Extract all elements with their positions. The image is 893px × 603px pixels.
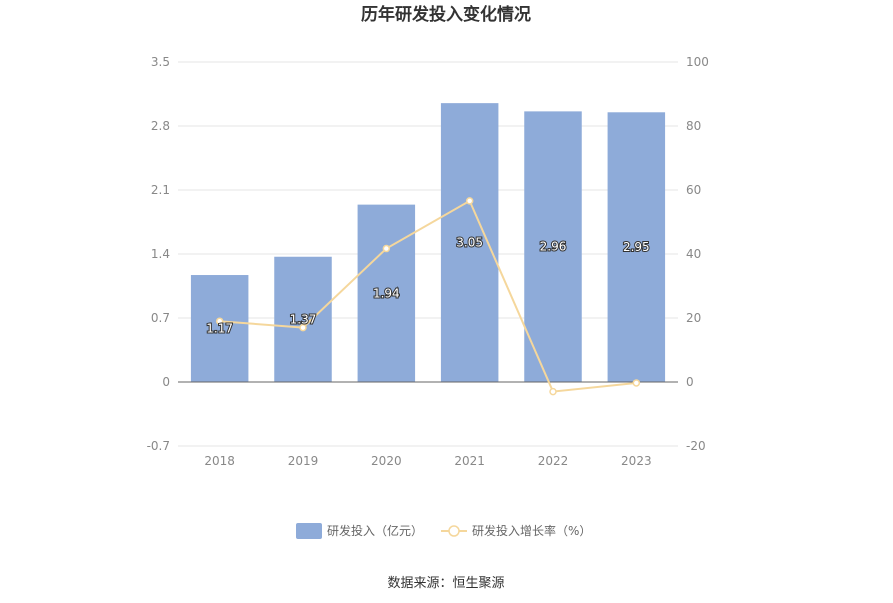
bar-value-label: 3.05 xyxy=(456,236,483,250)
left-axis-tick-label: 0.7 xyxy=(151,311,170,325)
bar-value-label: 1.94 xyxy=(373,286,400,300)
right-axis-tick-label: 40 xyxy=(686,247,701,261)
x-axis-tick-label: 2018 xyxy=(204,454,235,468)
x-axis-tick-label: 2019 xyxy=(288,454,319,468)
right-axis-tick-label: 20 xyxy=(686,311,701,325)
right-axis-tick-label: 80 xyxy=(686,119,701,133)
source-text: 数据来源：恒生聚源 xyxy=(387,576,504,591)
right-axis: -20 0 20 40 60 80 100 xyxy=(686,55,709,453)
bar-value-label: 2.96 xyxy=(540,240,567,254)
growth-line-point[interactable] xyxy=(299,323,307,332)
growth-line-point[interactable] xyxy=(215,317,224,325)
right-axis-tick-label: 0 xyxy=(686,375,694,389)
left-axis-tick-label: 3.5 xyxy=(151,55,170,69)
x-axis: 2018 2019 2020 2021 2022 2023 xyxy=(178,381,678,468)
growth-line-point[interactable] xyxy=(549,387,557,396)
left-axis-tick-label: -0.7 xyxy=(147,439,170,453)
left-axis: -0.7 0 0.7 1.4 2.1 2.8 3.5 xyxy=(147,55,170,453)
legend-line-marker xyxy=(448,525,460,537)
growth-line xyxy=(215,197,641,396)
growth-line-path xyxy=(219,199,637,393)
right-axis-tick-label: -20 xyxy=(686,439,706,453)
growth-line-point[interactable] xyxy=(632,379,641,387)
bar[interactable] xyxy=(524,111,582,382)
chart-title: 历年研发投入变化情况 xyxy=(361,4,531,25)
left-axis-tick-label: 0 xyxy=(162,375,170,389)
bars xyxy=(190,103,666,383)
bar-value-label: 1.37 xyxy=(290,312,317,326)
x-axis-tick-label: 2021 xyxy=(454,454,485,468)
left-axis-tick-label: 2.1 xyxy=(151,183,170,197)
legend-bar-label[interactable]: 研发投入（亿元） xyxy=(327,523,423,538)
legend-line-label[interactable]: 研发投入增长率（%） xyxy=(472,523,591,538)
bar[interactable] xyxy=(357,204,416,382)
x-axis-tick-label: 2023 xyxy=(621,454,652,468)
bar[interactable] xyxy=(190,275,249,382)
left-axis-tick-label: 2.8 xyxy=(151,119,170,133)
right-axis-tick-label: 60 xyxy=(686,183,701,197)
grid-lines xyxy=(178,61,678,447)
legend-bar-swatch[interactable] xyxy=(296,523,322,539)
legend: 研发投入（亿元） 研发投入增长率（%） xyxy=(296,523,591,539)
bar-value-label: 1.17 xyxy=(206,322,233,336)
x-axis-tick-label: 2022 xyxy=(538,454,569,468)
growth-line-point[interactable] xyxy=(465,197,474,205)
growth-line-point[interactable] xyxy=(382,244,391,253)
bar-value-labels: 1.17 1.37 1.94 3.05 2.96 2.95 xyxy=(205,235,650,337)
bar[interactable] xyxy=(607,112,666,383)
x-axis-tick-label: 2020 xyxy=(371,454,402,468)
left-axis-tick-label: 1.4 xyxy=(151,247,170,261)
right-axis-tick-label: 100 xyxy=(686,55,709,69)
bar-value-label: 2.95 xyxy=(623,240,650,254)
bar[interactable] xyxy=(274,256,332,382)
